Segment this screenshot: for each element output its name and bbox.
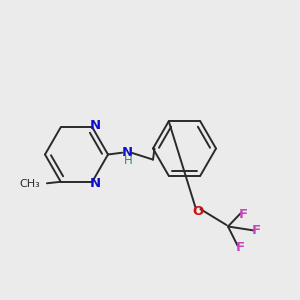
Text: F: F — [236, 241, 244, 254]
Text: F: F — [238, 208, 247, 221]
Text: H: H — [123, 154, 132, 167]
Text: F: F — [252, 224, 261, 238]
Text: O: O — [192, 205, 204, 218]
Text: N: N — [90, 177, 101, 190]
Text: N: N — [90, 119, 101, 132]
Text: N: N — [122, 146, 133, 160]
Text: CH₃: CH₃ — [20, 179, 40, 189]
